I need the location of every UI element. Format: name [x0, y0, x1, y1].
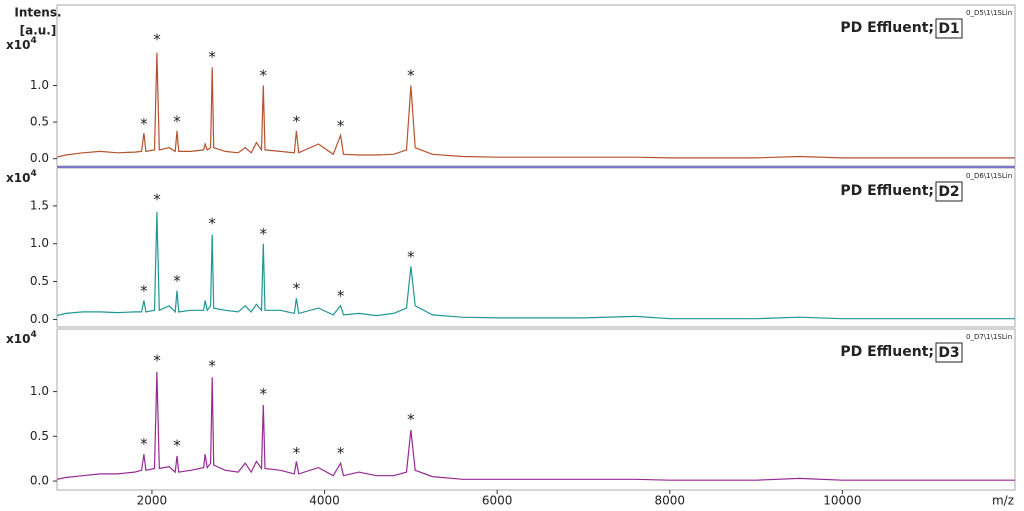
- spectrum-line: [56, 371, 1015, 481]
- peak-marker: *: [173, 272, 181, 290]
- panel-title: PD Effluent;: [840, 20, 934, 36]
- y-tick-label: 1.0: [30, 78, 49, 92]
- y-tick-label: 0.5: [30, 429, 49, 443]
- peak-marker: *: [140, 435, 148, 453]
- peak-marker: *: [208, 215, 216, 233]
- x-tick-label: 2000: [137, 494, 168, 508]
- y-tick-label: 1.0: [30, 236, 49, 250]
- panel-frame: [56, 167, 1016, 328]
- run-id: 0_D6\1\1SLin: [966, 172, 1012, 180]
- y-scale-label: x104: [6, 330, 37, 346]
- peak-marker: *: [153, 31, 161, 49]
- peak-marker: *: [407, 66, 415, 84]
- peak-marker: *: [173, 437, 181, 455]
- sample-box: [935, 181, 963, 202]
- run-id: 0_D5\1\1SLin: [966, 9, 1012, 17]
- peak-marker: *: [337, 287, 345, 305]
- y-scale-exponent: 4: [30, 330, 36, 340]
- x-tick-label: 4000: [309, 494, 340, 508]
- peak-marker: *: [153, 352, 161, 370]
- x-tick-label: 10000: [823, 494, 861, 508]
- y-tick-label: 0.0: [30, 151, 49, 165]
- peak-marker: *: [293, 280, 301, 298]
- x-axis-label: m/z: [992, 494, 1014, 508]
- y-scale-exponent: 4: [30, 36, 36, 46]
- panel-title: PD Effluent;: [840, 183, 934, 199]
- y-scale-base: x10: [6, 332, 30, 346]
- y-scale-base: x10: [6, 38, 30, 52]
- y-scale-base: x10: [6, 171, 30, 185]
- peak-marker: *: [208, 357, 216, 375]
- x-tick-label: 8000: [655, 494, 686, 508]
- y-tick-label: 0.0: [30, 312, 49, 326]
- peak-marker: *: [260, 385, 268, 403]
- y-tick-label: 0.0: [30, 474, 49, 488]
- sample-box: [935, 342, 963, 363]
- spectrum-line: [56, 211, 1015, 320]
- peak-marker: *: [260, 225, 268, 243]
- spectrum-line: [56, 52, 1015, 159]
- peak-marker: *: [293, 113, 301, 131]
- sample-box: [935, 18, 963, 39]
- sample-label: D1: [938, 21, 959, 37]
- peak-marker: *: [293, 444, 301, 462]
- run-id: 0_D7\1\1SLin: [966, 333, 1012, 341]
- y-tick-label: 0.5: [30, 115, 49, 129]
- y-scale-exponent: 4: [30, 169, 36, 179]
- panel-frame: [56, 328, 1016, 491]
- peak-marker: *: [337, 444, 345, 462]
- y-scale-label: x104: [6, 36, 37, 52]
- peak-marker: *: [407, 248, 415, 266]
- peak-marker: *: [173, 113, 181, 131]
- y-scale-label: x104: [6, 169, 37, 185]
- peak-marker: *: [153, 190, 161, 208]
- peak-marker: *: [140, 282, 148, 300]
- sample-label: D2: [938, 184, 959, 200]
- y-tick-label: 1.5: [30, 198, 49, 212]
- peak-marker: *: [208, 48, 216, 66]
- x-tick-label: 6000: [482, 494, 513, 508]
- y-tick-label: 1.0: [30, 384, 49, 398]
- peak-marker: *: [337, 117, 345, 135]
- peak-marker: *: [260, 66, 268, 84]
- peak-marker: *: [140, 115, 148, 133]
- y-axis-label: [a.u.]: [20, 24, 57, 38]
- panel-title: PD Effluent;: [840, 344, 934, 360]
- sample-label: D3: [938, 345, 959, 361]
- y-axis-label: Intens.: [14, 6, 61, 20]
- peak-marker: *: [407, 411, 415, 429]
- y-tick-label: 0.5: [30, 274, 49, 288]
